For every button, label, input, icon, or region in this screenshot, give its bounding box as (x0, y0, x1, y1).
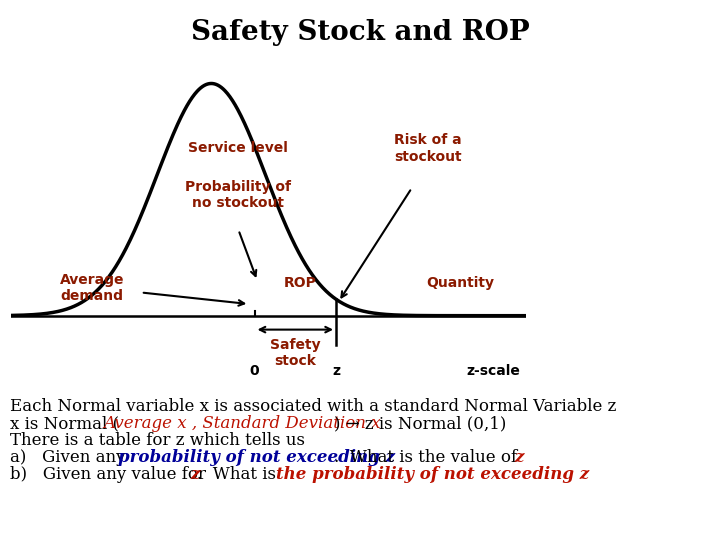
Text: Safety Stock and ROP: Safety Stock and ROP (191, 19, 529, 46)
Text: ) → z is Normal (0,1): ) → z is Normal (0,1) (334, 415, 506, 432)
Text: z-scale: z-scale (466, 364, 520, 379)
Text: z: z (190, 466, 199, 483)
Text: x is Normal (: x is Normal ( (10, 415, 119, 432)
Text: ROP: ROP (284, 276, 317, 290)
Text: .  What is: . What is (197, 466, 282, 483)
Text: z: z (514, 449, 523, 466)
Text: b)   Given any value for: b) Given any value for (10, 466, 211, 483)
Text: z: z (332, 364, 340, 379)
Text: Risk of a
stockout: Risk of a stockout (395, 133, 462, 164)
Text: Probability of
no stockout: Probability of no stockout (185, 180, 292, 210)
Text: Service level: Service level (189, 141, 288, 156)
Text: Safety
stock: Safety stock (270, 338, 320, 368)
Text: Average
demand: Average demand (60, 273, 125, 303)
Text: 0: 0 (250, 364, 259, 379)
Text: Quantity: Quantity (426, 276, 495, 290)
Text: There is a table for z which tells us: There is a table for z which tells us (10, 432, 305, 449)
Text: Each Normal variable x is associated with a standard Normal Variable z: Each Normal variable x is associated wit… (10, 398, 616, 415)
Text: the probability of not exceeding z: the probability of not exceeding z (276, 466, 590, 483)
Text: .  What is the value of: . What is the value of (334, 449, 528, 466)
Text: a)   Given any: a) Given any (10, 449, 131, 466)
Text: Average x , Standard Deviation x: Average x , Standard Deviation x (104, 415, 381, 432)
Text: probability of not exceeding z: probability of not exceeding z (118, 449, 395, 466)
